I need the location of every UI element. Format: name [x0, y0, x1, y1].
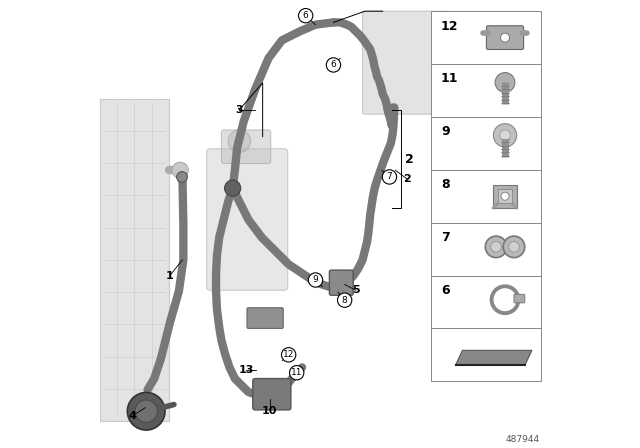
Circle shape [495, 73, 515, 92]
Text: 2: 2 [403, 174, 412, 184]
Circle shape [503, 236, 525, 258]
Text: 10: 10 [262, 406, 278, 416]
Circle shape [289, 366, 304, 380]
Circle shape [382, 170, 397, 184]
Circle shape [493, 124, 516, 147]
Bar [498, 189, 512, 203]
FancyBboxPatch shape [253, 379, 291, 410]
Bar [431, 117, 541, 170]
Text: 11: 11 [441, 73, 458, 86]
Circle shape [500, 33, 509, 42]
Bar [431, 11, 541, 64]
FancyBboxPatch shape [486, 26, 524, 49]
FancyBboxPatch shape [247, 308, 284, 328]
Circle shape [177, 172, 188, 182]
Text: 8: 8 [342, 296, 348, 305]
Circle shape [282, 348, 296, 362]
FancyBboxPatch shape [514, 294, 525, 303]
Text: 9: 9 [313, 276, 318, 284]
FancyBboxPatch shape [100, 99, 169, 421]
FancyBboxPatch shape [207, 149, 288, 290]
Bar [493, 185, 516, 208]
Circle shape [509, 241, 520, 252]
Text: 5: 5 [352, 285, 360, 295]
Text: 3: 3 [236, 105, 243, 115]
Text: 7: 7 [387, 172, 392, 181]
Text: 11: 11 [291, 368, 303, 377]
FancyBboxPatch shape [330, 270, 353, 295]
Polygon shape [456, 350, 532, 365]
Text: 4: 4 [129, 411, 137, 421]
Text: 1: 1 [166, 271, 174, 280]
Bar [431, 170, 541, 223]
Circle shape [225, 180, 241, 196]
Circle shape [308, 273, 323, 287]
Circle shape [135, 400, 157, 422]
Text: 2: 2 [405, 152, 414, 166]
Circle shape [337, 293, 352, 307]
Circle shape [500, 130, 511, 141]
Circle shape [501, 192, 509, 200]
Circle shape [298, 9, 313, 23]
Text: 7: 7 [441, 231, 450, 244]
FancyBboxPatch shape [221, 130, 271, 164]
Bar [431, 64, 541, 117]
Text: 8: 8 [441, 178, 449, 191]
Bar [431, 276, 541, 328]
Text: 6: 6 [331, 60, 336, 69]
Bar [431, 223, 541, 276]
Circle shape [491, 241, 502, 252]
Circle shape [485, 236, 507, 258]
Circle shape [228, 130, 250, 152]
Text: 6: 6 [303, 11, 308, 20]
FancyBboxPatch shape [362, 11, 450, 114]
Text: 6: 6 [441, 284, 449, 297]
Circle shape [172, 162, 188, 178]
Text: 13: 13 [238, 365, 254, 375]
Text: 12: 12 [283, 350, 294, 359]
Text: 9: 9 [441, 125, 449, 138]
Text: 12: 12 [441, 20, 458, 33]
Text: 487944: 487944 [506, 435, 540, 444]
Bar [431, 328, 541, 381]
Circle shape [326, 58, 340, 72]
Circle shape [127, 392, 165, 430]
